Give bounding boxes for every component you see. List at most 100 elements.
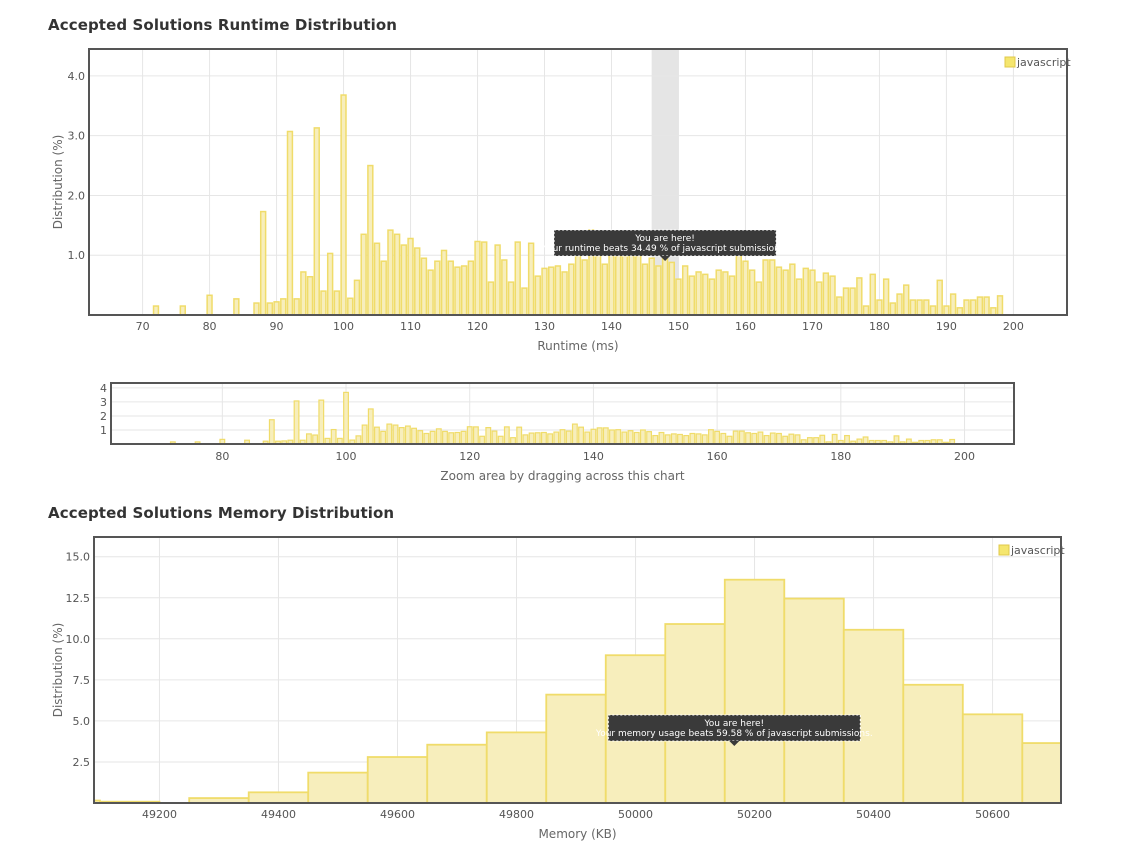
bar[interactable] — [856, 277, 863, 315]
bar[interactable] — [367, 164, 374, 315]
bar[interactable] — [639, 429, 646, 444]
bar[interactable] — [366, 756, 429, 803]
bar[interactable] — [819, 434, 826, 444]
bar[interactable] — [373, 242, 381, 315]
bar[interactable] — [417, 430, 424, 444]
bar[interactable] — [262, 440, 269, 444]
bar[interactable] — [641, 263, 649, 315]
bar[interactable] — [842, 628, 905, 803]
bar[interactable] — [916, 299, 923, 315]
bar[interactable] — [757, 431, 764, 444]
bar[interactable] — [275, 440, 281, 444]
bar[interactable] — [748, 269, 756, 315]
bar[interactable] — [460, 265, 468, 315]
bar[interactable] — [407, 237, 414, 315]
bar[interactable] — [769, 259, 776, 315]
bar[interactable] — [902, 683, 964, 803]
bar[interactable] — [601, 263, 608, 315]
bar[interactable] — [837, 439, 844, 444]
bar[interactable] — [355, 435, 362, 444]
bar[interactable] — [280, 298, 287, 315]
bar[interactable] — [299, 439, 306, 444]
bar[interactable] — [929, 305, 937, 315]
bar[interactable] — [349, 439, 356, 444]
bar[interactable] — [862, 305, 870, 315]
bar[interactable] — [293, 298, 300, 315]
bar[interactable] — [559, 429, 566, 444]
bar[interactable] — [621, 431, 628, 444]
bar[interactable] — [179, 305, 186, 315]
bar[interactable] — [815, 281, 823, 315]
bar[interactable] — [664, 623, 726, 803]
bar[interactable] — [813, 437, 820, 444]
bar[interactable] — [247, 791, 310, 803]
bar[interactable] — [918, 439, 925, 444]
bar[interactable] — [361, 424, 368, 444]
bar[interactable] — [874, 439, 881, 444]
bar[interactable] — [521, 287, 528, 315]
bar[interactable] — [723, 578, 786, 803]
runtime-chart[interactable]: 70 80 90 100 110 120 130 140 150 160 170 180 190 200 1… — [0, 0, 1128, 360]
bar[interactable] — [454, 431, 461, 444]
bar[interactable] — [541, 431, 547, 444]
bar[interactable] — [266, 302, 274, 315]
bar[interactable] — [809, 269, 816, 315]
bar[interactable] — [702, 273, 709, 315]
bar[interactable] — [510, 437, 516, 444]
bar[interactable] — [609, 429, 615, 444]
bar[interactable] — [501, 259, 508, 315]
bar[interactable] — [664, 434, 671, 444]
bar[interactable] — [426, 743, 488, 803]
bar[interactable] — [775, 266, 783, 315]
bar[interactable] — [400, 244, 408, 315]
bar[interactable] — [554, 265, 562, 315]
bar[interactable] — [307, 771, 369, 803]
bar[interactable] — [40, 799, 101, 803]
bar[interactable] — [893, 435, 900, 444]
bar[interactable] — [668, 261, 675, 315]
bar[interactable] — [448, 432, 455, 444]
bar[interactable] — [868, 439, 875, 444]
bar[interactable] — [596, 427, 603, 444]
bar[interactable] — [474, 240, 481, 315]
bar[interactable] — [794, 434, 801, 444]
bar[interactable] — [658, 431, 665, 444]
bar[interactable] — [485, 731, 548, 803]
bar[interactable] — [487, 281, 495, 315]
bar[interactable] — [681, 265, 689, 315]
bar[interactable] — [152, 305, 160, 315]
bar[interactable] — [581, 259, 588, 315]
bar[interactable] — [963, 299, 970, 315]
bar[interactable] — [440, 249, 448, 315]
bar[interactable] — [503, 426, 510, 444]
bar[interactable] — [534, 432, 541, 444]
bar[interactable] — [755, 281, 763, 315]
bar[interactable] — [683, 434, 690, 444]
bar[interactable] — [655, 265, 662, 315]
bar[interactable] — [472, 426, 479, 444]
bar[interactable] — [806, 437, 813, 444]
bar[interactable] — [253, 302, 260, 315]
bar[interactable] — [842, 287, 850, 315]
bar[interactable] — [584, 431, 591, 444]
bar[interactable] — [633, 431, 640, 444]
bar[interactable] — [783, 597, 845, 803]
bar[interactable] — [943, 305, 950, 315]
bar[interactable] — [306, 275, 314, 315]
bar[interactable] — [427, 269, 434, 315]
bar[interactable] — [707, 429, 714, 444]
bar[interactable] — [287, 439, 294, 444]
bar[interactable] — [763, 434, 770, 444]
bar[interactable] — [849, 287, 856, 315]
bar[interactable] — [923, 299, 930, 315]
bar[interactable] — [869, 273, 876, 315]
bar[interactable] — [293, 400, 300, 444]
bar[interactable] — [281, 440, 288, 444]
bar[interactable] — [876, 299, 883, 315]
bar[interactable] — [340, 94, 347, 315]
bar[interactable] — [881, 439, 888, 444]
bar[interactable] — [553, 431, 560, 444]
bar[interactable] — [528, 432, 535, 444]
bar[interactable] — [903, 284, 910, 315]
